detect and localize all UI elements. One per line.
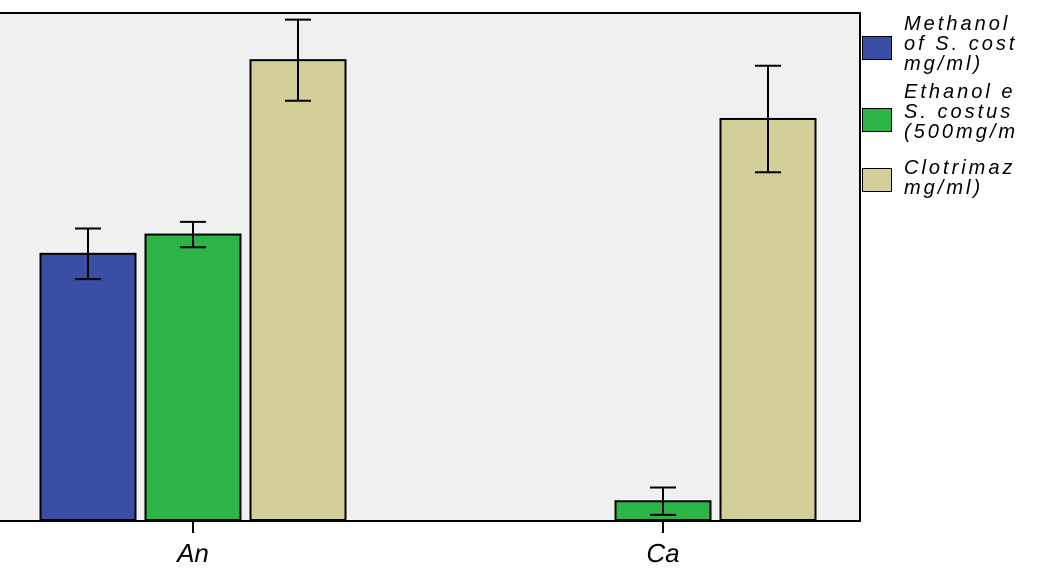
bar-an-series-1: [144, 233, 242, 522]
error-bar-ca-series-1: [650, 486, 676, 516]
legend-swatch-ethanol: [862, 108, 892, 132]
bars-layer: [39, 59, 817, 522]
bar-an-series-0: [39, 252, 137, 521]
error-bar-an-series-2: [285, 18, 311, 102]
error-bar-an-series-0: [75, 227, 101, 281]
legend-label-ethanol: Ethanol e S. costus (500mg/m: [904, 81, 1019, 143]
error-bar-an-series-1: [180, 220, 206, 249]
legend-swatch-clotrimazole: [862, 168, 892, 192]
error-bars-layer: [75, 18, 781, 516]
legend: Methanol of S. cost mg/ml) Ethanol e S. …: [862, 14, 1038, 226]
legend-label-clotrimazole: Clotrimaz mg/ml): [904, 157, 1016, 199]
legend-item-ethanol: Ethanol e S. costus (500mg/m: [862, 82, 1038, 158]
legend-label-methanol: Methanol of S. cost mg/ml): [904, 14, 1018, 75]
legend-item-clotrimazole: Clotrimaz mg/ml): [862, 158, 1038, 226]
bar-an-series-2: [249, 59, 347, 521]
x-tick-label-ca: Ca: [646, 538, 679, 568]
legend-swatch-methanol: [862, 36, 892, 60]
bar-ca-series-2: [719, 117, 817, 521]
x-axis: An Ca: [175, 521, 680, 568]
plot-background: [0, 12, 861, 522]
error-bar-ca-series-2: [755, 64, 781, 174]
legend-item-methanol: Methanol of S. cost mg/ml): [862, 14, 1038, 82]
x-tick-label-an: An: [175, 538, 209, 568]
